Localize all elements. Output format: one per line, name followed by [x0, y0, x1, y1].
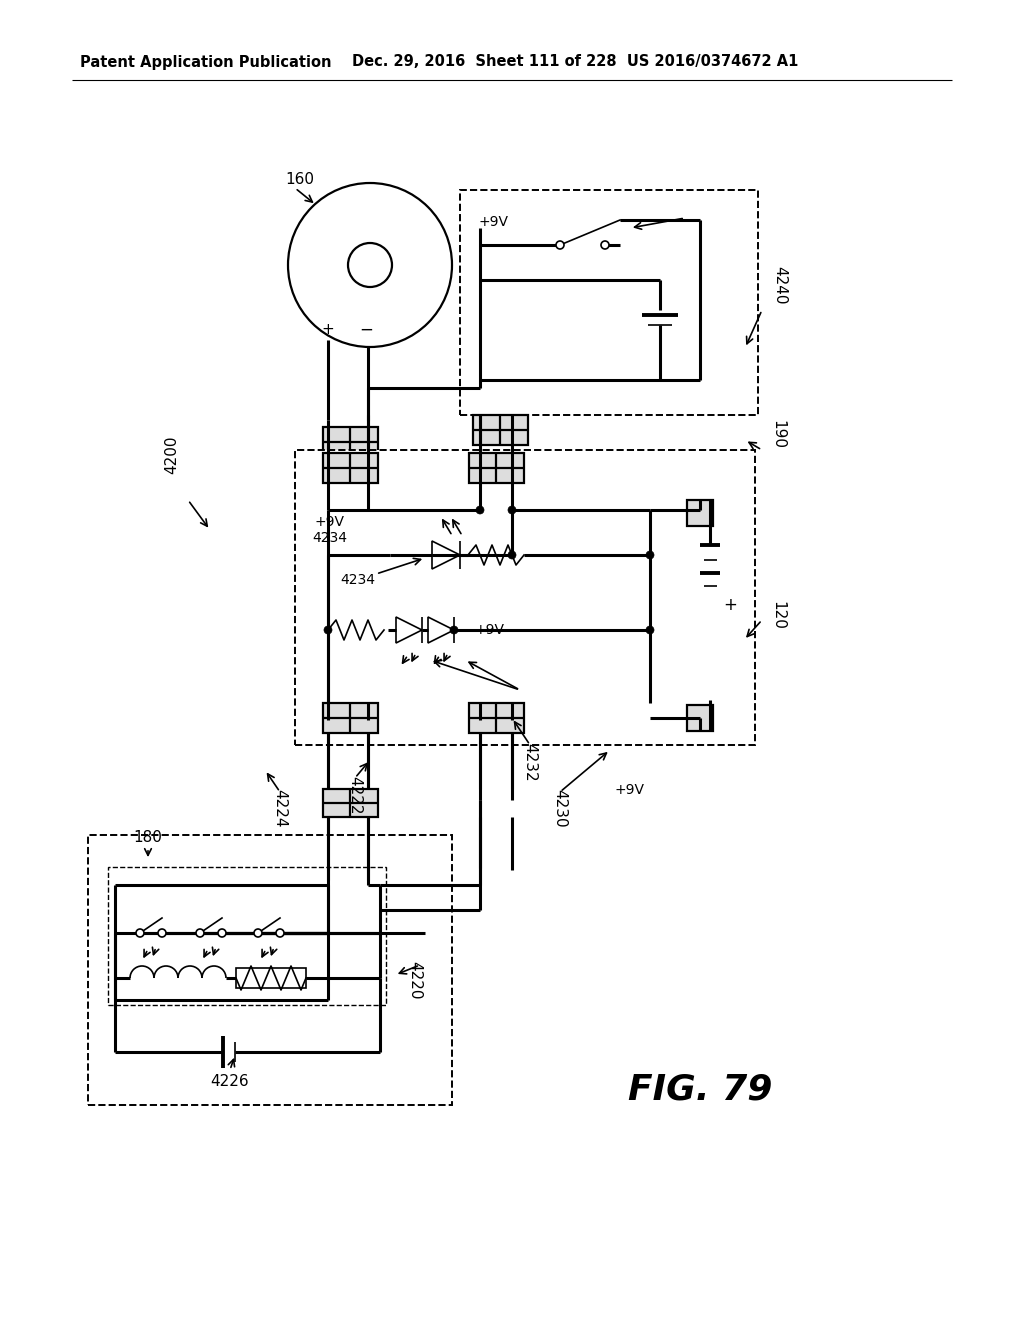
Text: FIG. 79: FIG. 79 [628, 1073, 772, 1107]
Circle shape [646, 550, 654, 558]
Circle shape [276, 929, 284, 937]
Bar [108, 867, 386, 1005]
Text: 120: 120 [770, 601, 785, 630]
Text: +9V: +9V [474, 623, 504, 638]
Bar [469, 453, 523, 483]
Bar [323, 453, 378, 483]
Bar [687, 500, 713, 525]
Circle shape [288, 183, 452, 347]
Text: 160: 160 [286, 173, 314, 187]
Circle shape [556, 242, 564, 249]
Text: 4230: 4230 [553, 788, 567, 828]
Text: Patent Application Publication: Patent Application Publication [80, 54, 332, 70]
Text: 4232: 4232 [522, 743, 538, 781]
Circle shape [450, 626, 458, 634]
Text: 4234: 4234 [312, 531, 347, 545]
Text: 4234: 4234 [341, 573, 376, 587]
Circle shape [254, 929, 262, 937]
Text: 4200: 4200 [165, 436, 179, 474]
Circle shape [601, 242, 609, 249]
Circle shape [218, 929, 226, 937]
Bar [460, 190, 758, 414]
Circle shape [136, 929, 144, 937]
Text: 4224: 4224 [272, 789, 288, 828]
Circle shape [476, 506, 484, 513]
Bar [323, 704, 378, 733]
Text: 4226: 4226 [211, 1074, 249, 1089]
Circle shape [508, 506, 516, 513]
Bar [472, 414, 527, 445]
Text: 4240: 4240 [772, 265, 787, 304]
Circle shape [158, 929, 166, 937]
Circle shape [196, 929, 204, 937]
Text: −: − [359, 321, 373, 339]
Bar [323, 426, 378, 457]
Bar [469, 704, 523, 733]
Text: +9V: +9V [478, 215, 508, 228]
Text: Dec. 29, 2016  Sheet 111 of 228  US 2016/0374672 A1: Dec. 29, 2016 Sheet 111 of 228 US 2016/0… [352, 54, 799, 70]
Text: +: + [322, 322, 335, 338]
Text: +9V: +9V [315, 515, 345, 529]
Bar [88, 836, 452, 1105]
Text: 180: 180 [133, 830, 163, 846]
Text: +9V: +9V [615, 783, 645, 797]
Text: 4222: 4222 [347, 776, 362, 814]
Circle shape [508, 550, 516, 558]
Bar [236, 968, 306, 987]
Circle shape [324, 626, 332, 634]
Bar [687, 705, 713, 731]
Bar [323, 789, 378, 817]
Text: +: + [723, 597, 737, 614]
Text: 190: 190 [770, 421, 785, 450]
Circle shape [646, 626, 654, 634]
Bar [295, 450, 755, 744]
Circle shape [348, 243, 392, 286]
Text: 4220: 4220 [408, 961, 423, 999]
